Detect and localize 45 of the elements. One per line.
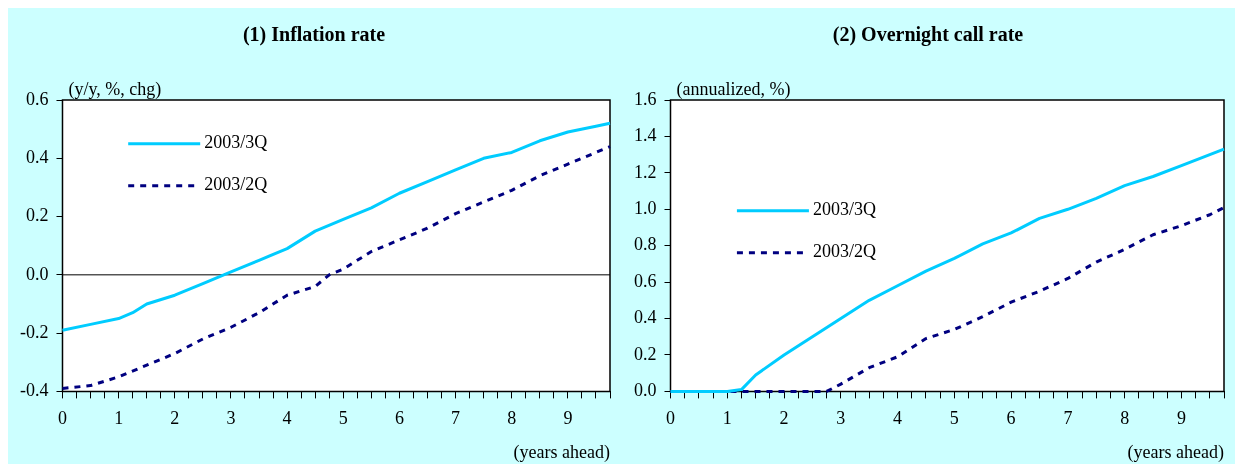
y-tick-label: 0.0 xyxy=(25,263,49,284)
y-tick-label: 0.4 xyxy=(634,307,657,328)
x-tick-label: 4 xyxy=(282,407,292,428)
x-tick-label: 9 xyxy=(563,407,573,428)
y-tick-label: 0.0 xyxy=(634,380,657,401)
y-tick-label: 1.6 xyxy=(634,88,657,109)
y-tick-label: 0.8 xyxy=(634,234,657,255)
y-tick-label: 1.4 xyxy=(634,125,657,146)
y-tick-label: 0.6 xyxy=(634,270,657,291)
x-tick-label: 7 xyxy=(451,407,461,428)
x-tick-label: 2 xyxy=(170,407,180,428)
y-tick-label: 0.4 xyxy=(25,147,49,168)
x-tick-label: 0 xyxy=(666,407,675,428)
legend-label: 2003/2Q xyxy=(812,241,876,262)
x-tick-label: 5 xyxy=(949,407,959,428)
x-tick-label: 5 xyxy=(338,407,348,428)
x-tick-label: 2 xyxy=(779,407,789,428)
y-axis-title: (annualized, %) xyxy=(676,78,791,100)
y-tick-label: -0.2 xyxy=(19,321,49,342)
x-tick-label: 0 xyxy=(57,407,67,428)
y-tick-label: 0.6 xyxy=(25,88,49,109)
chart-title: (1) Inflation rate xyxy=(242,23,386,47)
y-tick-label: -0.4 xyxy=(19,380,49,401)
y-tick-label: 0.2 xyxy=(25,205,49,226)
x-tick-label: 3 xyxy=(836,407,846,428)
y-tick-label: 1.0 xyxy=(634,198,657,219)
x-tick-label: 9 xyxy=(1176,407,1186,428)
x-tick-label: 4 xyxy=(893,407,903,428)
legend-label: 2003/3Q xyxy=(812,199,876,220)
legend-label: 2003/3Q xyxy=(204,132,268,153)
x-axis-title: (years ahead) xyxy=(513,441,610,463)
x-tick-label: 8 xyxy=(1120,407,1130,428)
x-tick-label: 1 xyxy=(114,407,124,428)
x-tick-label: 1 xyxy=(722,407,732,428)
y-tick-label: 0.2 xyxy=(634,343,657,364)
y-tick-label: 1.2 xyxy=(634,161,657,182)
y-axis-title: (y/y, %, chg) xyxy=(68,78,162,100)
chart-title: (2) Overnight call rate xyxy=(832,23,1024,47)
x-tick-label: 7 xyxy=(1063,407,1073,428)
x-tick-label: 8 xyxy=(507,407,517,428)
x-axis-title: (years ahead) xyxy=(1127,441,1224,463)
x-tick-label: 6 xyxy=(394,407,404,428)
legend-label: 2003/2Q xyxy=(204,174,268,195)
x-tick-label: 6 xyxy=(1006,407,1016,428)
x-tick-label: 3 xyxy=(226,407,236,428)
